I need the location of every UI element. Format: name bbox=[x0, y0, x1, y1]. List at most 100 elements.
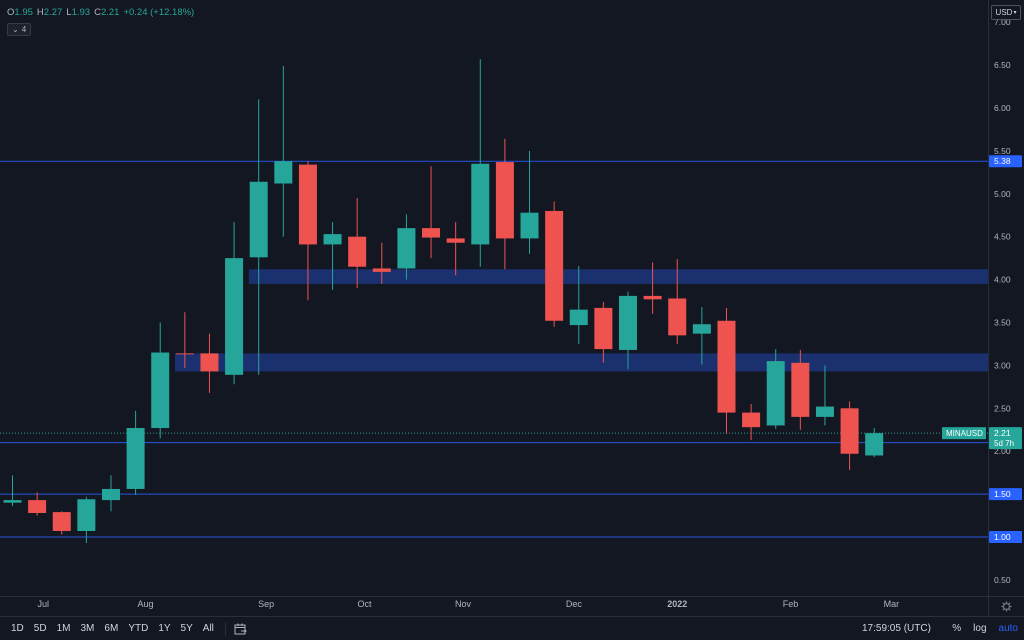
candle-body bbox=[865, 433, 884, 456]
close-value: 2.21 bbox=[100, 7, 120, 18]
candle-up bbox=[692, 307, 711, 365]
time-tick-label: Aug bbox=[137, 599, 153, 609]
candle-up bbox=[569, 265, 588, 344]
candle-up bbox=[815, 365, 834, 426]
chart-area[interactable]: MINAUSD O1.95 H2.27 L1.93 C2.21 +0.24 (+… bbox=[0, 0, 989, 596]
price-tick-label: 2.00 bbox=[994, 446, 1011, 456]
timeframe-1m[interactable]: 1M bbox=[56, 623, 71, 634]
candle-body bbox=[791, 362, 810, 417]
candle-body bbox=[815, 406, 834, 417]
currency-value: USD bbox=[995, 8, 1013, 17]
candle-up bbox=[619, 291, 637, 369]
candle-body bbox=[446, 238, 465, 243]
currency-select[interactable]: USD ▾ bbox=[991, 5, 1021, 20]
price-tick-label: 5.00 bbox=[994, 189, 1011, 199]
price-axis[interactable]: 7.00 6.50 6.00 5.50 5.00 4.50 4.00 3.50 3.00 2.50… bbox=[988, 0, 1024, 596]
candle-up bbox=[126, 410, 145, 495]
candle-body bbox=[348, 236, 367, 267]
timeframe-6m[interactable]: 6M bbox=[104, 623, 119, 634]
candle-down bbox=[175, 312, 194, 368]
close-label: C bbox=[94, 7, 101, 18]
candle-up bbox=[274, 65, 293, 237]
support-resistance-zone bbox=[174, 353, 988, 372]
utc-clock[interactable]: 17:59:05 (UTC) bbox=[862, 623, 931, 634]
candle-body bbox=[298, 164, 317, 245]
high-value: 2.27 bbox=[43, 7, 63, 18]
candle-down bbox=[298, 161, 317, 301]
candle-body bbox=[200, 353, 219, 372]
candle-body bbox=[594, 307, 613, 350]
candle-down bbox=[594, 301, 613, 363]
indicators-count: 4 bbox=[21, 25, 27, 34]
candle-down bbox=[495, 138, 514, 270]
price-tick-label: 4.50 bbox=[994, 232, 1011, 242]
candle-body bbox=[742, 412, 761, 428]
candle-down bbox=[372, 242, 391, 284]
date-range-icon[interactable] bbox=[234, 623, 247, 635]
indicators-toggle[interactable]: ⌄ 4 bbox=[7, 23, 32, 36]
candle-body bbox=[101, 488, 120, 501]
candle-body bbox=[840, 408, 859, 454]
candle-body bbox=[668, 298, 687, 336]
candle-body bbox=[151, 352, 170, 429]
timeframe-1y[interactable]: 1Y bbox=[158, 623, 171, 634]
timeframe-ytd[interactable]: YTD bbox=[128, 623, 149, 634]
candle-body bbox=[52, 512, 71, 531]
timeframe-5y[interactable]: 5Y bbox=[180, 623, 193, 634]
candle-body bbox=[323, 234, 342, 245]
time-tick-label: Sep bbox=[258, 599, 274, 609]
candle-down bbox=[791, 349, 810, 430]
candle-body bbox=[274, 161, 293, 184]
candle-up bbox=[865, 428, 884, 458]
candle-body bbox=[28, 500, 47, 513]
level-label: 1.50 bbox=[994, 489, 1011, 499]
level-label-bg bbox=[989, 155, 1022, 168]
candle-up bbox=[471, 59, 490, 267]
timeframe-1d[interactable]: 1D bbox=[11, 623, 24, 634]
bottom-toolbar: 1D 5D 1M 3M 6M YTD 1Y 5Y All 17:59:05 (U… bbox=[0, 616, 1024, 640]
support-resistance-zone bbox=[248, 269, 989, 284]
price-axis-scale: 7.00 6.50 6.00 5.50 5.00 4.50 4.00 3.50 3.00 2.50… bbox=[989, 17, 1022, 585]
gear-icon bbox=[1001, 601, 1012, 612]
time-tick-label: Nov bbox=[455, 599, 472, 609]
candle-body bbox=[643, 295, 662, 300]
candle-body bbox=[471, 163, 490, 245]
axis-settings[interactable] bbox=[988, 596, 1024, 616]
toolbar-divider bbox=[224, 621, 226, 636]
price-tick-label: 5.50 bbox=[994, 146, 1011, 156]
candle-up bbox=[101, 475, 120, 512]
candle-down bbox=[668, 259, 687, 344]
candle-body bbox=[225, 258, 244, 375]
candle-up bbox=[3, 475, 22, 507]
timeframe-5d[interactable]: 5D bbox=[33, 623, 47, 634]
candle-down bbox=[545, 201, 564, 327]
last-price-label-bg bbox=[989, 427, 1022, 450]
candle-body bbox=[545, 210, 564, 321]
candle-down bbox=[840, 401, 859, 471]
time-tick-label: 2022 bbox=[667, 599, 687, 609]
candle-down bbox=[446, 222, 465, 276]
level-label-bg bbox=[989, 531, 1022, 543]
level-label: 1.00 bbox=[994, 532, 1011, 542]
time-tick-label: Mar bbox=[884, 599, 900, 609]
timeframe-3m[interactable]: 3M bbox=[80, 623, 95, 634]
candle-down bbox=[422, 166, 441, 259]
candle-up bbox=[397, 214, 416, 280]
auto-scale-toggle[interactable]: auto bbox=[998, 623, 1018, 634]
time-tick-label: Dec bbox=[566, 599, 583, 609]
candlestick-chart[interactable]: MINAUSD bbox=[0, 0, 989, 596]
candle-countdown: 5d 7h bbox=[994, 439, 1014, 448]
price-tick-label: 3.00 bbox=[994, 360, 1011, 370]
candle-down bbox=[717, 307, 736, 435]
log-scale-toggle[interactable]: log bbox=[973, 623, 987, 634]
timeframe-all[interactable]: All bbox=[202, 623, 214, 634]
candle-down bbox=[52, 511, 71, 535]
percent-scale-toggle[interactable]: % bbox=[952, 623, 962, 634]
symbol-label-bg bbox=[942, 427, 986, 440]
chevron-down-icon: ▾ bbox=[1013, 10, 1017, 16]
candle-body bbox=[766, 361, 785, 426]
time-axis[interactable]: Jul Aug Sep Oct Nov Dec 2022 Feb Mar bbox=[0, 596, 988, 616]
candle-up bbox=[249, 99, 268, 375]
candle-down bbox=[742, 404, 761, 441]
level-label: 5.38 bbox=[994, 156, 1011, 166]
